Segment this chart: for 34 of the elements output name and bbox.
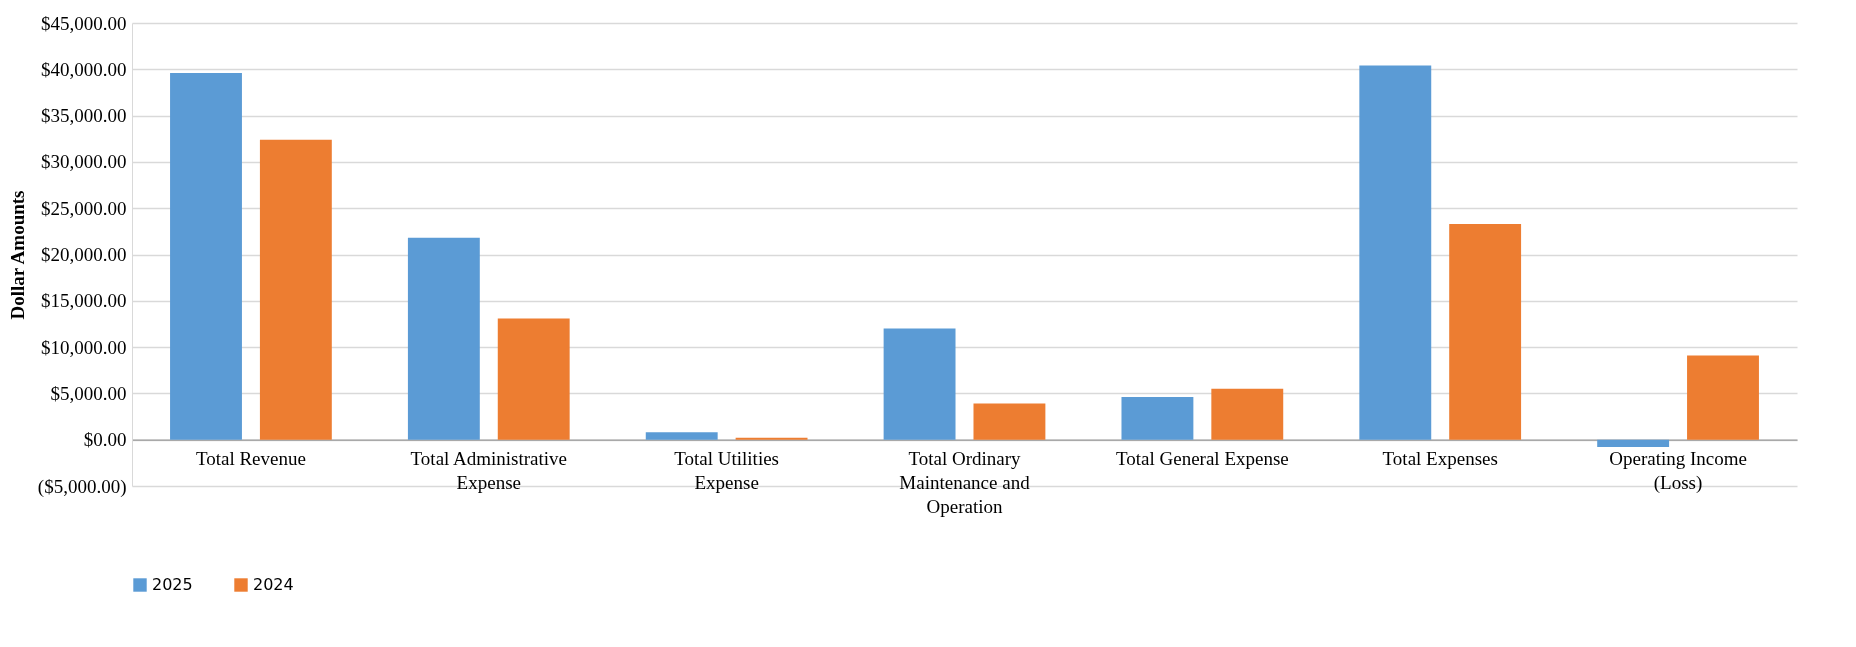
y-tick-label: $30,000.00: [41, 151, 127, 173]
legend-label: 2025: [152, 575, 193, 594]
y-tick-label: $45,000.00: [41, 12, 127, 34]
legend-label: 2024: [253, 575, 294, 594]
y-tick-label: ($5,000.00): [37, 475, 127, 498]
bar: [407, 237, 480, 440]
bar: [1121, 397, 1194, 440]
x-tick-label: Total Revenue: [195, 448, 306, 470]
y-tick-label: $35,000.00: [41, 105, 127, 127]
bar: [645, 432, 718, 440]
x-tick-label: Total Expenses: [1382, 448, 1498, 470]
y-tick-label: $10,000.00: [41, 336, 127, 358]
bar: [170, 73, 242, 440]
bar: [259, 139, 332, 440]
y-tick-label: $40,000.00: [41, 58, 127, 80]
y-tick-label: $25,000.00: [41, 197, 127, 219]
x-tick-label: Total Ordinary Maintenance and Operation: [899, 448, 1031, 518]
bar: [1211, 388, 1284, 440]
y-tick-label: $20,000.00: [41, 244, 127, 265]
bar: [1359, 65, 1432, 440]
bar: [497, 318, 570, 440]
bar: [883, 328, 956, 440]
y-tick-label: $15,000.00: [41, 290, 127, 312]
bar: [1449, 223, 1522, 440]
x-tick-label: Total Administrative Expense: [410, 448, 568, 494]
bar: [973, 403, 1046, 440]
x-tick-label: Total General Expense: [1115, 448, 1289, 470]
x-tick-label: Operating Income (Loss): [1609, 448, 1747, 495]
bar: [1687, 355, 1759, 440]
y-axis-title: Dollar Amounts: [6, 190, 28, 320]
bar: [1597, 439, 1670, 448]
y-tick-label: $0.00: [83, 429, 127, 451]
x-tick-label: Total Utilities Expense: [674, 448, 780, 494]
y-tick-label: $5,000.00: [50, 382, 127, 404]
